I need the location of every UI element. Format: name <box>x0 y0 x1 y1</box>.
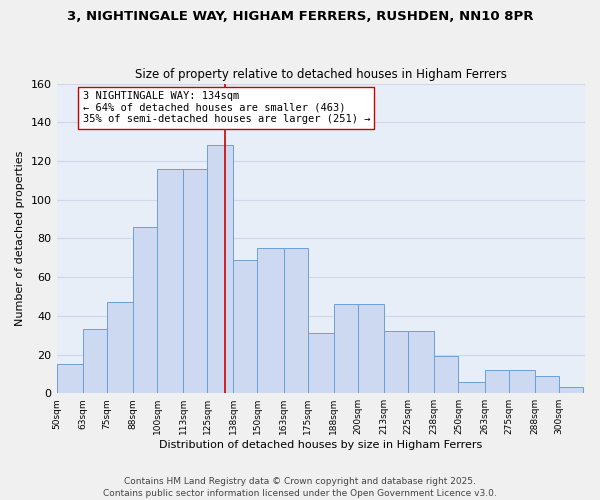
Bar <box>509 370 535 393</box>
Bar <box>107 302 133 393</box>
Bar <box>257 248 284 393</box>
Title: Size of property relative to detached houses in Higham Ferrers: Size of property relative to detached ho… <box>135 68 507 81</box>
Bar <box>334 304 358 393</box>
Text: 3, NIGHTINGALE WAY, HIGHAM FERRERS, RUSHDEN, NN10 8PR: 3, NIGHTINGALE WAY, HIGHAM FERRERS, RUSH… <box>67 10 533 23</box>
Bar <box>207 146 233 393</box>
Bar <box>308 333 334 393</box>
Bar <box>408 332 434 393</box>
Bar <box>485 370 509 393</box>
Bar <box>559 388 583 393</box>
Text: Contains HM Land Registry data © Crown copyright and database right 2025.
Contai: Contains HM Land Registry data © Crown c… <box>103 476 497 498</box>
Bar <box>458 382 485 393</box>
Bar <box>384 332 408 393</box>
Bar <box>183 168 207 393</box>
Bar <box>56 364 83 393</box>
Y-axis label: Number of detached properties: Number of detached properties <box>15 150 25 326</box>
Bar <box>535 376 559 393</box>
Text: 3 NIGHTINGALE WAY: 134sqm
← 64% of detached houses are smaller (463)
35% of semi: 3 NIGHTINGALE WAY: 134sqm ← 64% of detac… <box>83 92 370 124</box>
Bar <box>157 168 183 393</box>
Bar <box>284 248 308 393</box>
Bar <box>434 356 458 393</box>
X-axis label: Distribution of detached houses by size in Higham Ferrers: Distribution of detached houses by size … <box>159 440 482 450</box>
Bar <box>358 304 384 393</box>
Bar <box>83 330 107 393</box>
Bar <box>233 260 257 393</box>
Bar <box>133 227 157 393</box>
